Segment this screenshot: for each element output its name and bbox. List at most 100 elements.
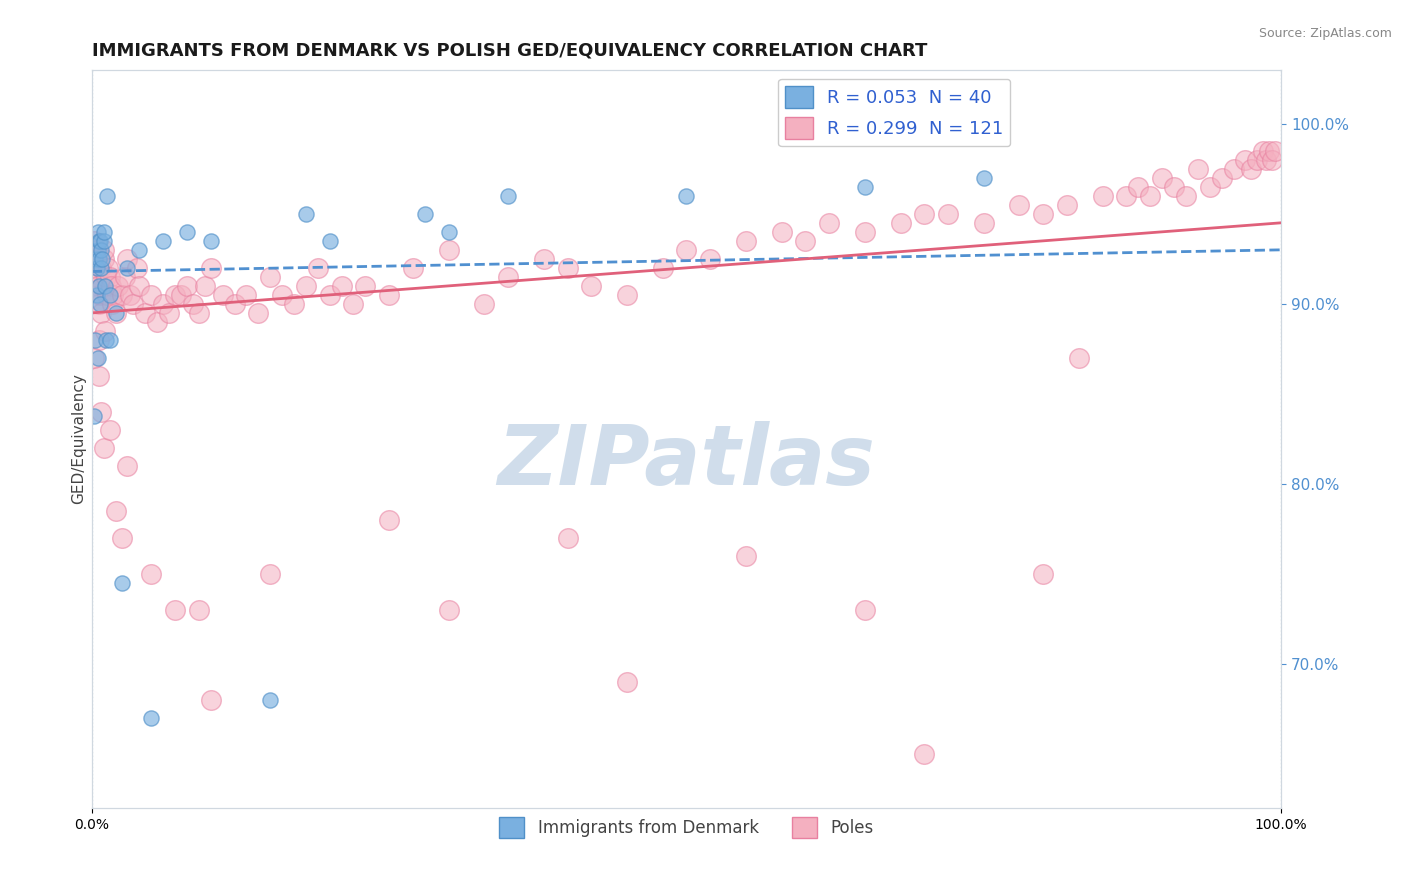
Point [163, 603, 186, 617]
Point [259, 567, 281, 582]
Point [1152, 170, 1174, 185]
Point [853, 603, 876, 617]
Point [283, 297, 305, 311]
Point [200, 693, 222, 707]
Point [472, 297, 495, 311]
Point [853, 179, 876, 194]
Point [912, 207, 935, 221]
Point [853, 225, 876, 239]
Point [1240, 161, 1263, 176]
Point [94, 278, 117, 293]
Point [98, 423, 121, 437]
Point [87, 252, 110, 266]
Y-axis label: GED/Equivalency: GED/Equivalency [72, 374, 86, 505]
Point [110, 576, 132, 591]
Point [1222, 161, 1244, 176]
Point [141, 288, 163, 302]
Point [936, 207, 959, 221]
Point [651, 260, 673, 275]
Point [110, 531, 132, 545]
Text: ZIPatlas: ZIPatlas [498, 421, 876, 501]
Point [163, 288, 186, 302]
Point [87, 369, 110, 384]
Point [90, 260, 112, 275]
Point [496, 188, 519, 202]
Point [104, 504, 127, 518]
Point [247, 306, 270, 320]
Point [1174, 188, 1197, 202]
Point [134, 306, 156, 320]
Point [1211, 170, 1233, 185]
Point [83, 409, 105, 423]
Point [295, 207, 318, 221]
Point [1067, 351, 1090, 365]
Point [200, 260, 222, 275]
Point [770, 225, 793, 239]
Point [818, 216, 841, 230]
Point [259, 269, 281, 284]
Point [83, 234, 105, 248]
Point [496, 269, 519, 284]
Point [170, 288, 193, 302]
Point [90, 243, 112, 257]
Point [87, 297, 110, 311]
Point [87, 225, 110, 239]
Point [96, 188, 118, 202]
Point [224, 297, 246, 311]
Point [104, 306, 127, 320]
Point [87, 278, 110, 293]
Point [93, 441, 115, 455]
Point [87, 252, 110, 266]
Point [93, 225, 115, 239]
Point [98, 288, 121, 302]
Point [93, 234, 115, 248]
Point [90, 306, 112, 320]
Point [86, 288, 108, 302]
Point [118, 288, 141, 302]
Point [295, 278, 318, 293]
Point [146, 315, 169, 329]
Point [318, 234, 340, 248]
Point [1056, 198, 1078, 212]
Point [98, 269, 121, 284]
Point [1115, 188, 1137, 202]
Point [1251, 144, 1274, 158]
Point [581, 278, 603, 293]
Point [104, 306, 127, 320]
Point [87, 234, 110, 248]
Point [616, 288, 638, 302]
Point [117, 252, 139, 266]
Point [1258, 144, 1281, 158]
Point [141, 567, 163, 582]
Point [94, 333, 117, 347]
Point [307, 260, 329, 275]
Point [187, 306, 209, 320]
Point [94, 324, 117, 338]
Point [84, 333, 107, 347]
Point [378, 288, 401, 302]
Point [122, 297, 145, 311]
Point [1254, 153, 1277, 167]
Point [437, 243, 460, 257]
Point [87, 351, 110, 365]
Point [84, 252, 107, 266]
Point [735, 234, 758, 248]
Point [557, 260, 579, 275]
Point [354, 278, 377, 293]
Point [128, 243, 150, 257]
Point [89, 297, 111, 311]
Point [912, 747, 935, 762]
Point [533, 252, 555, 266]
Point [211, 288, 233, 302]
Point [1187, 161, 1209, 176]
Point [91, 278, 114, 293]
Point [117, 459, 139, 474]
Point [235, 288, 257, 302]
Point [616, 675, 638, 690]
Point [1032, 207, 1054, 221]
Point [89, 234, 111, 248]
Point [1234, 153, 1257, 167]
Point [152, 297, 174, 311]
Point [187, 603, 209, 617]
Point [973, 170, 995, 185]
